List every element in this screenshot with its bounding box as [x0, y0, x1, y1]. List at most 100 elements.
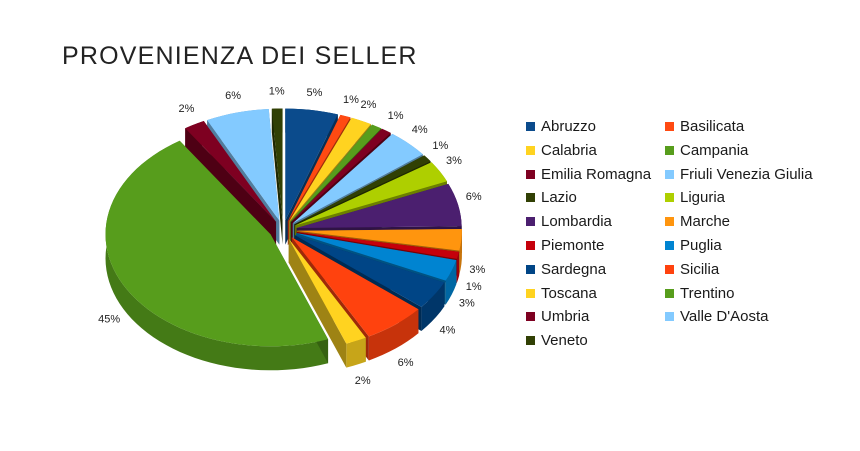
- slice-label: 6%: [398, 357, 414, 369]
- slice-label: 1%: [432, 140, 448, 152]
- pie-slice: [296, 183, 462, 229]
- legend-swatch: [665, 241, 674, 250]
- slice-label: 45%: [98, 313, 120, 325]
- legend-label: Campania: [680, 141, 749, 159]
- legend-item: Emilia Romagna: [526, 166, 651, 183]
- legend-label: Basilicata: [680, 118, 745, 135]
- legend-label: Emilia Romagna: [541, 165, 652, 183]
- slice-label: 1%: [269, 86, 285, 98]
- legend-swatch: [526, 145, 535, 155]
- legend-label: Calabria: [541, 141, 597, 159]
- slice-label: 2%: [360, 99, 376, 111]
- slice-label: 4%: [412, 124, 428, 136]
- pie-slice: [271, 108, 283, 221]
- legend-label: Piemonte: [541, 237, 605, 254]
- legend-swatch: [526, 217, 535, 227]
- legend-item: Liguria: [665, 189, 725, 206]
- legend-swatch: [526, 122, 535, 131]
- legend-label: Abruzzo: [541, 118, 597, 135]
- pie-slice: [288, 238, 366, 344]
- pie-slice: [291, 237, 419, 337]
- legend-item: Abruzzo: [526, 118, 596, 135]
- legend-swatch: [665, 193, 674, 203]
- slice-label: 2%: [355, 375, 371, 387]
- pie-slice: [285, 108, 338, 221]
- slice-label: 4%: [440, 325, 456, 337]
- legend-swatch: [665, 288, 674, 298]
- legend-label: Liguria: [680, 189, 726, 207]
- pie-slice-side: [421, 282, 445, 331]
- legend-swatch: [526, 336, 535, 346]
- pie-slice: [292, 133, 423, 224]
- legend-item: Basilicata: [665, 118, 744, 135]
- slice-label: 3%: [469, 264, 485, 276]
- slice-label: 3%: [459, 298, 475, 310]
- legend-label: Sicilia: [680, 260, 720, 278]
- slice-label: 3%: [446, 155, 462, 167]
- pie-slice: [185, 121, 277, 222]
- legend-label: Umbria: [541, 308, 590, 326]
- legend-label: Marche: [680, 213, 731, 231]
- pie-slice-side: [346, 337, 366, 368]
- pie-slice: [296, 228, 462, 251]
- legend-item: Trentino: [665, 285, 734, 302]
- slice-label: 1%: [388, 110, 404, 122]
- legend-item: Umbria: [526, 308, 589, 325]
- legend-label: Valle D'Aosta: [680, 308, 769, 326]
- pie-slice: [291, 128, 391, 223]
- slice-label: 2%: [178, 103, 194, 115]
- legend-item: Lombardia: [526, 213, 612, 230]
- pie-slice: [296, 233, 457, 281]
- legend-item: Sardegna: [526, 261, 606, 278]
- legend-swatch: [665, 122, 674, 131]
- legend-label: Toscana: [541, 284, 597, 302]
- legend-swatch: [665, 169, 674, 179]
- slice-label: 5%: [306, 87, 322, 99]
- pie-slice-side: [368, 309, 419, 361]
- slice-label: 1%: [343, 94, 359, 106]
- pie-slice: [290, 124, 382, 222]
- pie-slice-side: [459, 228, 462, 275]
- legend-label: Puglia: [680, 237, 722, 254]
- pie-slice-side: [105, 140, 329, 371]
- legend-item: Marche: [665, 213, 730, 230]
- pie-slice-face: [185, 128, 277, 246]
- pie-slice: [294, 155, 431, 225]
- legend-swatch: [526, 312, 535, 322]
- slice-label: 6%: [225, 90, 241, 102]
- pie-slice-face: [288, 238, 347, 368]
- legend-item: Valle D'Aosta: [665, 308, 768, 325]
- legend-item: Veneto: [526, 332, 588, 349]
- legend-item: Piemonte: [526, 237, 604, 254]
- pie-slice: [105, 140, 329, 347]
- pie-slice-face: [271, 108, 283, 245]
- pie-slice-side: [445, 260, 457, 305]
- legend-item: Friuli Venezia Giulia: [665, 166, 813, 183]
- legend-item: Toscana: [526, 285, 597, 302]
- legend-label: Lazio: [541, 189, 577, 207]
- pie-slice: [207, 109, 280, 221]
- legend-item: Sicilia: [665, 261, 719, 278]
- legend-item: Puglia: [665, 237, 722, 254]
- pie-slice: [295, 162, 447, 226]
- chart-title: PROVENIENZA DEI SELLER: [62, 42, 418, 70]
- pie-slice: [296, 231, 460, 259]
- legend-label: Trentino: [680, 284, 735, 302]
- legend-label: Sardegna: [541, 260, 607, 278]
- legend-label: Veneto: [541, 332, 588, 350]
- legend-swatch: [526, 288, 535, 298]
- legend-swatch: [526, 169, 535, 179]
- legend-item: Lazio: [526, 189, 577, 206]
- legend-item: Calabria: [526, 142, 597, 159]
- legend-swatch: [665, 264, 674, 274]
- legend-swatch: [526, 193, 535, 203]
- slice-label: 1%: [466, 281, 482, 293]
- legend-swatch: [665, 217, 674, 227]
- pie-slice-side: [456, 251, 460, 283]
- pie-slice: [287, 114, 351, 222]
- slice-label: 6%: [466, 191, 482, 203]
- legend-swatch: [526, 264, 535, 274]
- pie-slice: [289, 117, 371, 222]
- pie-slice: [294, 235, 445, 307]
- legend-label: Lombardia: [541, 213, 612, 231]
